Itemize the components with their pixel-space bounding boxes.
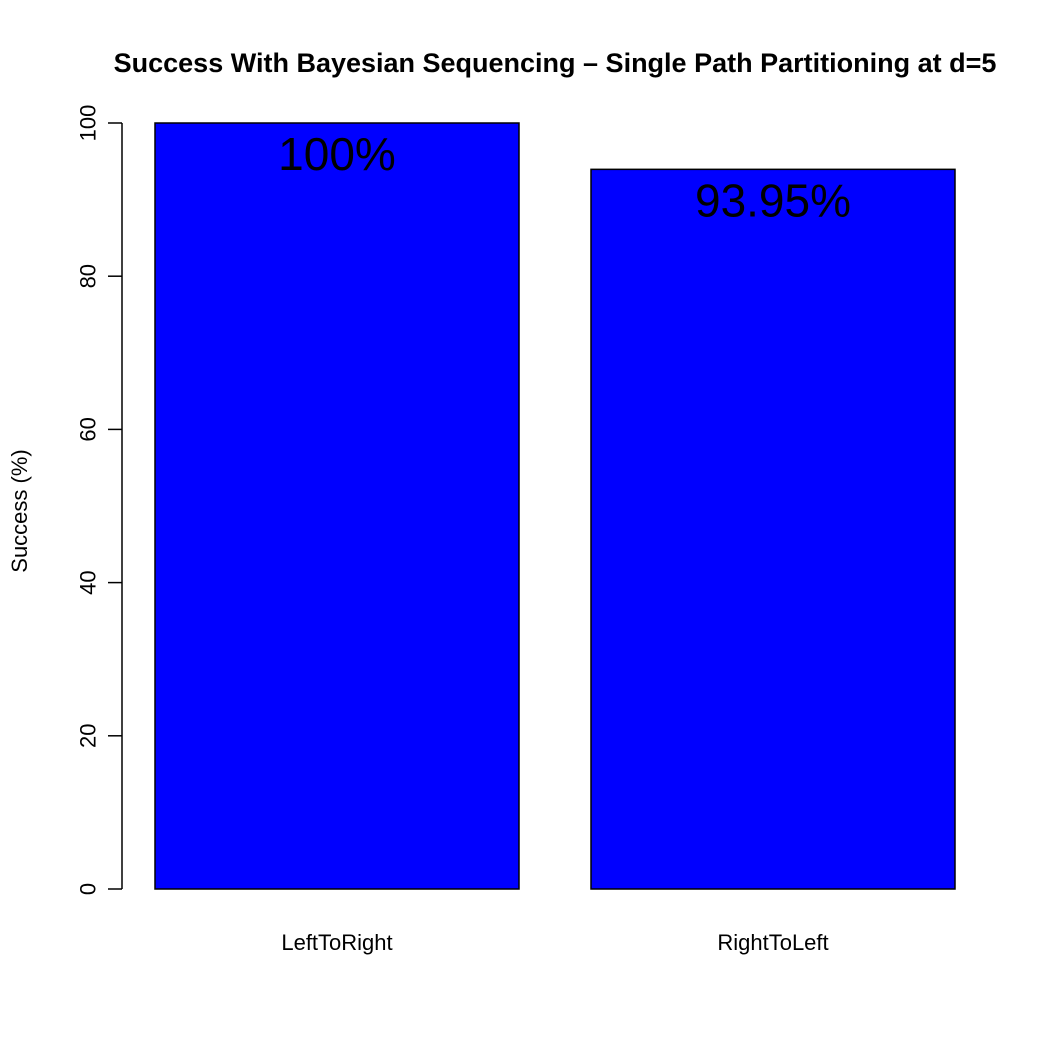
y-tick-label: 20	[76, 724, 101, 748]
bar-righttoleft	[590, 168, 956, 890]
chart-title: Success With Bayesian Sequencing – Singl…	[114, 48, 997, 78]
y-tick-label: 0	[76, 883, 101, 895]
y-tick-label: 100	[76, 105, 101, 142]
y-axis: 0 20 40 60 80 100	[76, 105, 123, 895]
category-labels: LeftToRight RightToLeft	[281, 930, 828, 955]
y-axis-label: Success (%)	[7, 449, 32, 572]
x-category-label: LeftToRight	[281, 930, 392, 955]
data-labels: 100% 93.95%	[278, 128, 851, 226]
bars	[154, 122, 956, 890]
y-tick-label: 40	[76, 570, 101, 594]
y-tick-label: 60	[76, 417, 101, 441]
x-category-label: RightToLeft	[717, 930, 828, 955]
data-label: 93.95%	[695, 174, 851, 226]
y-tick-label: 80	[76, 264, 101, 288]
data-label: 100%	[278, 128, 396, 180]
bar-lefttoright	[154, 122, 520, 890]
